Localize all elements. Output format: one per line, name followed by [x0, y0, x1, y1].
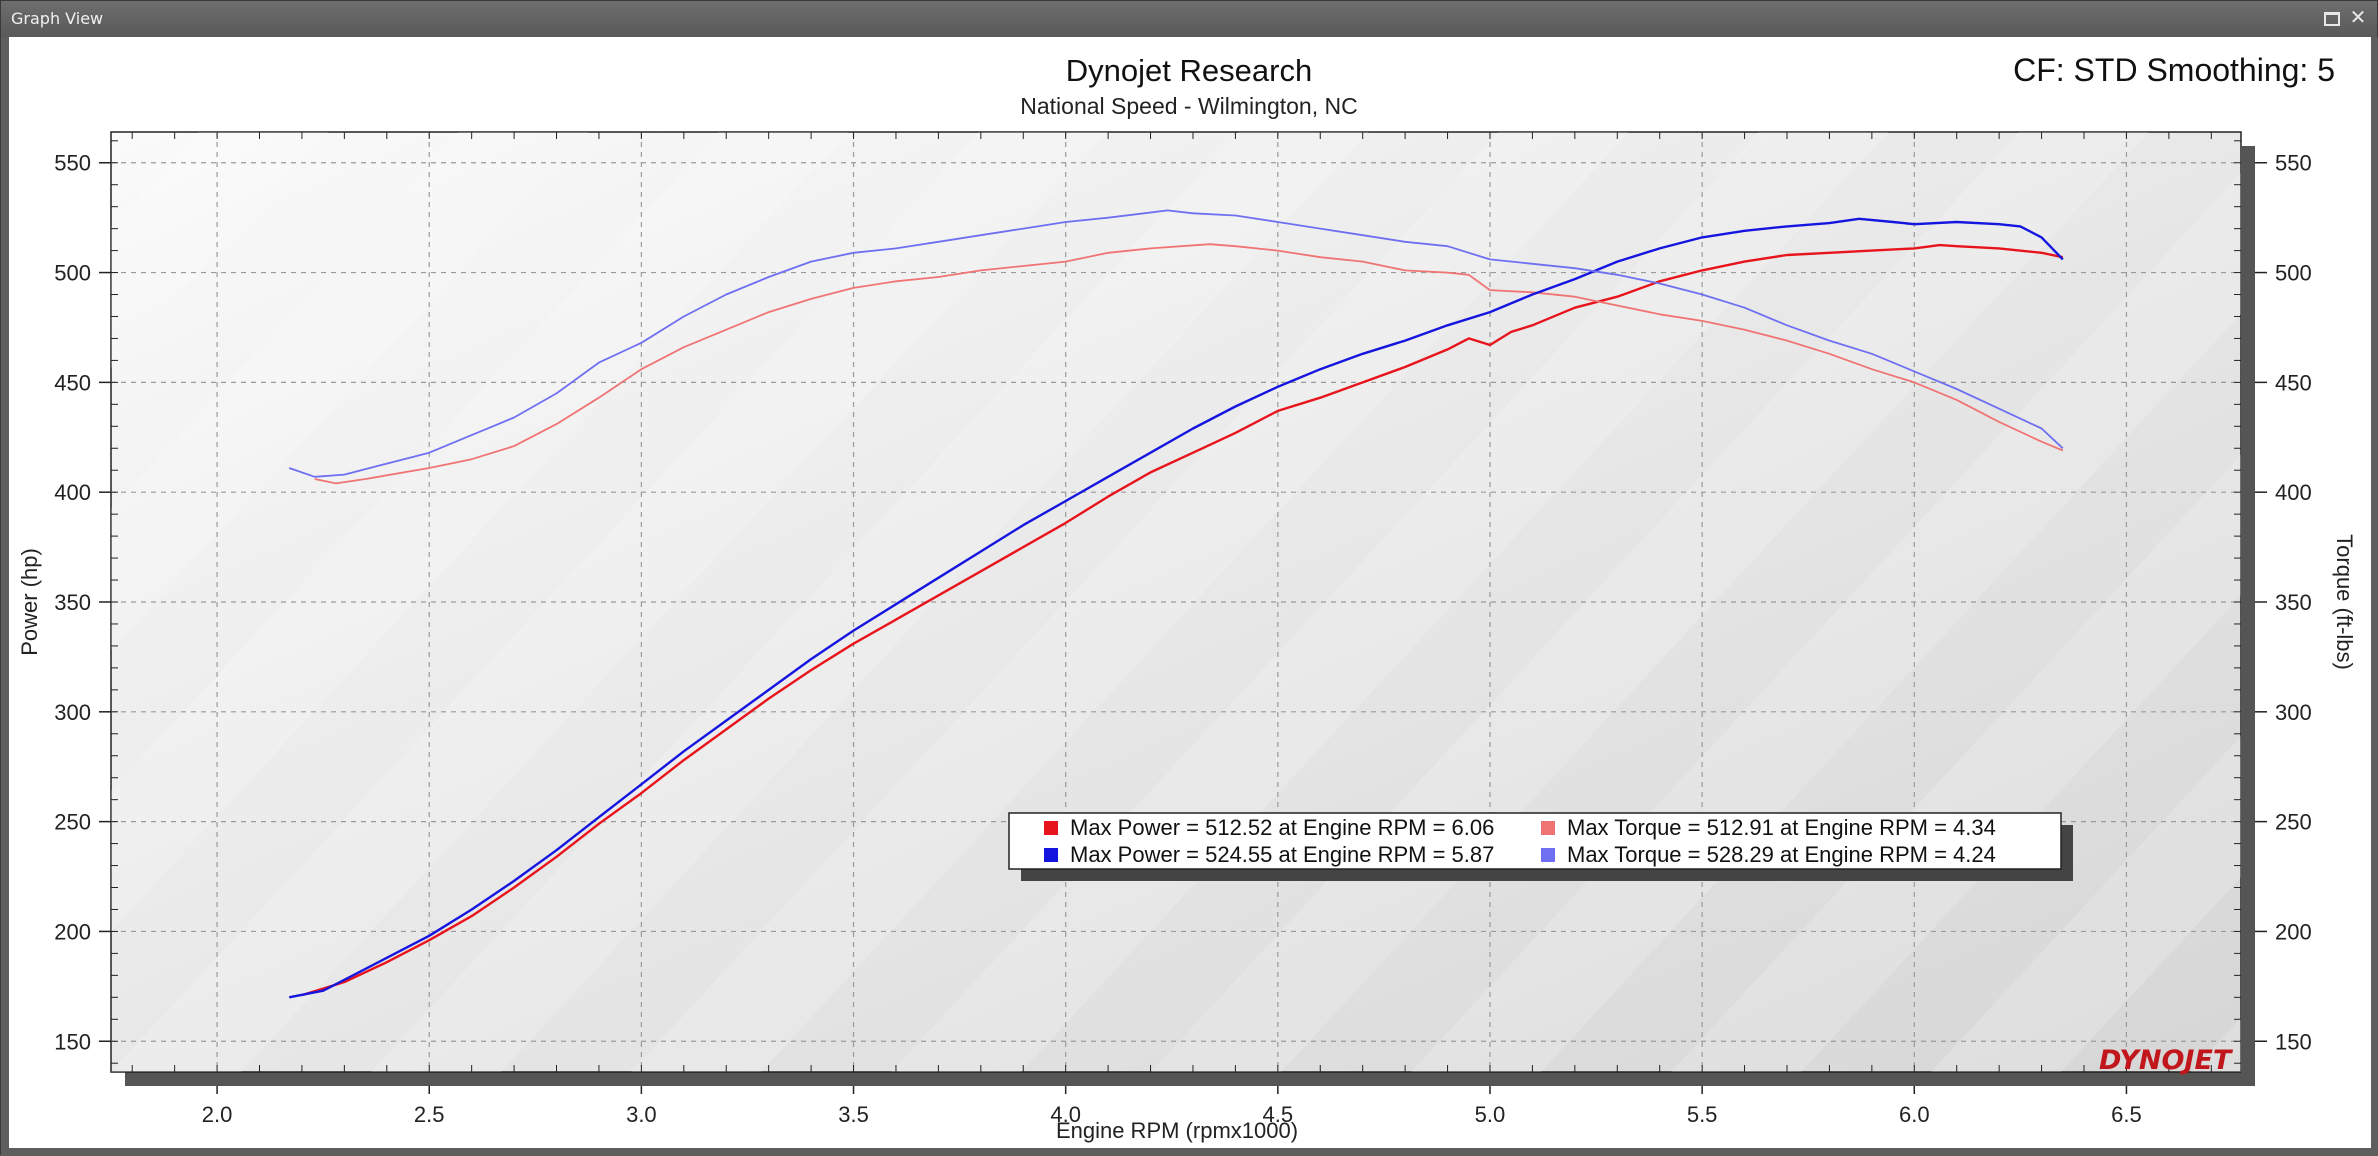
right-axis-bar	[2241, 146, 2255, 1086]
y2-tick-label: 350	[2275, 590, 2312, 615]
correction-smoothing-label: CF: STD Smoothing: 5	[2013, 52, 2335, 88]
series-run2-power	[288, 217, 2064, 999]
x-tick-label: 4.0	[1050, 1102, 1081, 1127]
y2-tick-label: 500	[2275, 261, 2312, 286]
y2-tick-label: 550	[2275, 151, 2312, 176]
y2-tick-label: 200	[2275, 919, 2312, 944]
x-tick-label: 5.0	[1475, 1102, 1506, 1127]
legend-swatch-run1-power	[1044, 821, 1058, 835]
background-stripe	[1931, 736, 2241, 1072]
chart-subtitle: National Speed - Wilmington, NC	[1020, 93, 1357, 119]
series-run1-power	[301, 243, 2064, 997]
background-stripe	[371, 132, 1369, 1072]
y2-tick-label: 450	[2275, 370, 2312, 395]
legend-item-run2-max-power: Max Power = 524.55 at Engine RPM = 5.87	[1070, 842, 1494, 867]
background-stripe	[111, 132, 1109, 1072]
legend-swatch-run2-power	[1044, 848, 1058, 862]
y2-tick-label: 150	[2275, 1029, 2312, 1054]
legend-item-run2-max-torque: Max Torque = 528.29 at Engine RPM = 4.24	[1567, 842, 1996, 867]
x-axis-label: Engine RPM (rpmx1000)	[1056, 1118, 1298, 1143]
dynojet-logo: DYNOJET	[2099, 1045, 2234, 1076]
x-tick-label: 2.5	[414, 1102, 445, 1127]
y-tick-label: 400	[54, 480, 91, 505]
x-tick-label: 6.0	[1899, 1102, 1930, 1127]
x-tick-label: 2.0	[202, 1102, 233, 1127]
x-tick-label: 3.5	[838, 1102, 869, 1127]
y-tick-label: 550	[54, 151, 91, 176]
background-stripe	[2191, 1017, 2241, 1072]
series-run2-torque	[288, 209, 2064, 478]
window-frame-bottom	[1, 1148, 2378, 1156]
y-tick-label: 250	[54, 810, 91, 835]
y-tick-label: 500	[54, 261, 91, 286]
legend-swatch-run1-torque	[1541, 821, 1555, 835]
y2-axis-ticks: 150 200 250 300 350 400 450 500 550	[2234, 140, 2312, 1064]
y2-tick-label: 300	[2275, 700, 2312, 725]
series-run1-torque	[314, 243, 2064, 485]
legend: Max Power = 512.52 at Engine RPM = 6.06 …	[1008, 812, 2073, 881]
window-titlebar[interactable]: Graph View ✕	[1, 1, 2377, 37]
y2-tick-label: 400	[2275, 480, 2312, 505]
window-frame-right	[2371, 37, 2378, 1156]
y2-tick-label: 250	[2275, 810, 2312, 835]
background-stripe	[1671, 454, 2241, 1072]
y2-axis-label: Torque (ft-lbs)	[2332, 534, 2357, 670]
y-axis-label: Power (hp)	[17, 548, 42, 656]
window-title: Graph View	[11, 9, 104, 28]
background-stripe	[111, 132, 329, 368]
grid-lines	[111, 132, 2241, 1072]
dyno-chart: Dynojet Research National Speed - Wilmin…	[17, 52, 2357, 1143]
x-axis-ticks: 2.0 2.5 3.0 3.5 4.0 4.5 5.0 5.5 6.0 6.5	[131, 132, 2212, 1127]
x-tick-label: 5.5	[1687, 1102, 1718, 1127]
dynojet-logo-text: DYNOJET	[2099, 1045, 2234, 1076]
window-frame-left	[1, 37, 9, 1156]
legend-item-run1-max-power: Max Power = 512.52 at Engine RPM = 6.06	[1070, 815, 1494, 840]
legend-item-run1-max-torque: Max Torque = 512.91 at Engine RPM = 4.34	[1567, 815, 1996, 840]
legend-swatch-run2-torque	[1541, 848, 1555, 862]
y-tick-label: 150	[54, 1029, 91, 1054]
close-icon[interactable]: ✕	[2349, 7, 2367, 29]
maximize-icon[interactable]	[2321, 7, 2343, 29]
chart-title: Dynojet Research	[1066, 53, 1312, 88]
background-stripe	[111, 132, 849, 932]
background-stripe	[631, 132, 1629, 1072]
background-stripe	[1411, 172, 2241, 1072]
y-tick-label: 450	[54, 370, 91, 395]
y-tick-label: 350	[54, 590, 91, 615]
x-tick-label: 4.5	[1263, 1102, 1294, 1127]
background-stripe	[111, 132, 589, 650]
x-tick-label: 3.0	[626, 1102, 657, 1127]
y-axis-ticks: 150 200 250 300 350 400 450 500 550	[54, 140, 118, 1064]
y-tick-label: 300	[54, 700, 91, 725]
y-tick-label: 200	[54, 919, 91, 944]
series-lines	[288, 209, 2064, 999]
x-tick-label: 6.5	[2111, 1102, 2142, 1127]
legend-box	[1008, 812, 2062, 870]
